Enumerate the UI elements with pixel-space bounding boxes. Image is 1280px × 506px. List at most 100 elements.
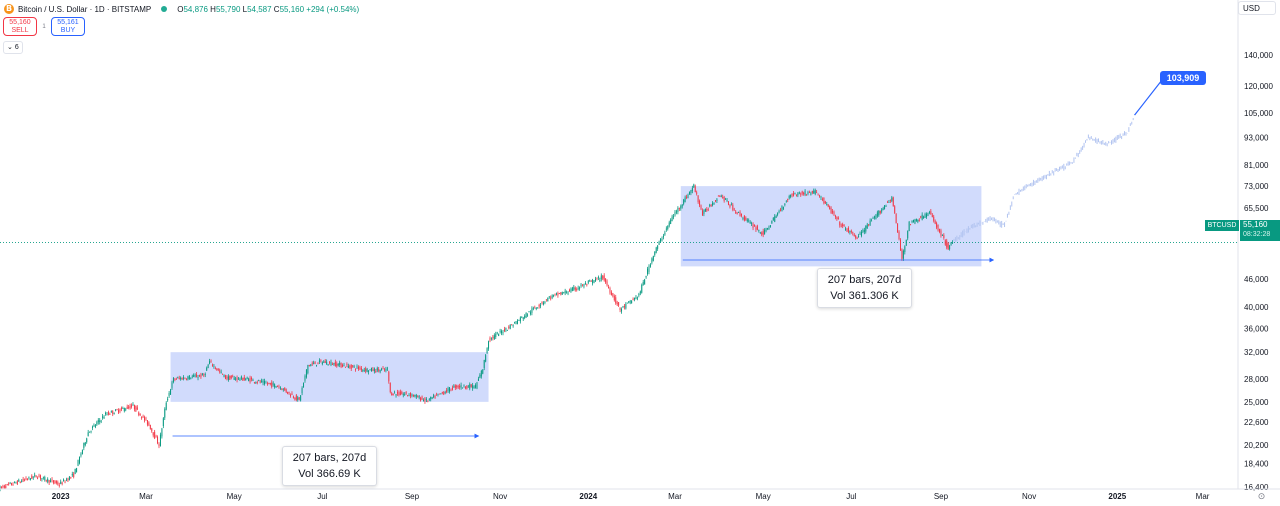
candle-body: [649, 264, 651, 267]
candle-body: [665, 228, 667, 230]
candle-body: [784, 203, 786, 205]
currency-selector[interactable]: USD: [1238, 1, 1276, 15]
candle-body: [303, 382, 305, 388]
candle-body: [511, 324, 513, 326]
candle-body: [876, 212, 878, 217]
candle-body: [321, 362, 323, 365]
price-axis[interactable]: 140,000 120,000 105,000 93,000 81,000 73,000 6…: [1237, 0, 1273, 492]
candle-body: [123, 408, 125, 412]
candle-body: [222, 373, 224, 375]
candle-body: [206, 367, 208, 371]
candle-body: [629, 301, 631, 303]
time-tick-label: Jul: [317, 492, 327, 501]
candle-body: [418, 396, 420, 398]
candle-body: [333, 363, 335, 365]
candle-body: [746, 219, 748, 222]
candle-body: [389, 383, 391, 393]
candle-body: [576, 289, 578, 290]
candle-body: [888, 201, 890, 203]
go-to-realtime-icon[interactable]: ⊙: [1257, 492, 1266, 502]
candle-body: [609, 288, 611, 293]
candle-body: [106, 414, 108, 415]
buy-button[interactable]: 55,161 BUY: [51, 17, 85, 36]
candle-body: [595, 278, 597, 281]
candle-body: [651, 258, 653, 263]
range-bars-text: 207 bars, 207d: [827, 274, 902, 286]
candle-body: [301, 387, 303, 394]
candle-body: [518, 320, 520, 321]
candle-body: [885, 205, 887, 207]
candle-body: [34, 474, 36, 476]
symbol-badge: BTCUSD: [1205, 220, 1239, 231]
candle-body: [723, 197, 725, 201]
candle-body: [107, 412, 109, 415]
candle-body: [908, 221, 910, 232]
candle-body: [168, 392, 170, 396]
time-tick-label: May: [227, 492, 242, 501]
candle-body: [470, 384, 472, 387]
low-label: L: [242, 4, 248, 14]
candle-body: [751, 223, 753, 224]
candle-body: [342, 364, 344, 367]
time-axis[interactable]: 2023 Mar May Jul Sep Nov 2024 Mar May Jul Sep Nov 20…: [0, 488, 1280, 501]
time-tick-label: Mar: [1196, 492, 1210, 501]
indicators-toggle-button[interactable]: ⌄ 6: [3, 41, 23, 54]
candle-body: [793, 193, 795, 196]
candle-body: [727, 201, 729, 205]
candle-body: [462, 387, 464, 389]
candle-body: [687, 194, 689, 199]
candle-body: [86, 438, 88, 443]
candle-body: [210, 360, 212, 362]
candle-body: [110, 411, 112, 412]
time-tick-label: 2023: [52, 492, 70, 501]
range-box[interactable]: [680, 186, 982, 267]
candle-body: [699, 201, 701, 206]
candle-body: [817, 193, 819, 195]
range-box[interactable]: [170, 352, 489, 402]
candle-body: [272, 383, 274, 385]
candle-body: [866, 224, 868, 229]
candle-body: [623, 305, 625, 308]
candle-body: [498, 333, 500, 337]
candle-body: [383, 369, 385, 371]
candle-body: [18, 479, 20, 482]
candle-body: [683, 199, 685, 204]
candle-body: [899, 239, 901, 251]
high-value: 55,790: [215, 4, 241, 14]
sell-button[interactable]: 55,160 SELL: [3, 17, 37, 36]
candle-body: [730, 204, 732, 206]
candle-body: [608, 287, 610, 288]
candle-body: [787, 198, 789, 200]
candle-body: [944, 240, 946, 245]
candle-body: [571, 287, 573, 291]
candle-body: [691, 188, 693, 192]
price-tick-label: 105,000: [1244, 109, 1273, 118]
candle-body: [379, 369, 381, 373]
candle-body: [865, 225, 867, 232]
price-tick-label: 25,000: [1244, 398, 1269, 407]
candle-body: [183, 377, 185, 379]
candle-body: [32, 476, 34, 478]
candle-body: [216, 368, 218, 370]
candle-body: [568, 290, 570, 292]
price-tick-label: 81,000: [1244, 161, 1269, 170]
low-value: 54,587: [247, 4, 272, 14]
candle-body: [949, 245, 951, 250]
candle-body: [566, 292, 568, 294]
candle-body: [677, 207, 679, 213]
candle-body: [753, 225, 755, 227]
candle-body: [824, 201, 826, 204]
candle-body: [314, 362, 316, 365]
symbol-title[interactable]: Bitcoin / U.S. Dollar · 1D · BITSTAMP: [18, 4, 152, 14]
candle-body: [269, 382, 271, 385]
candle-body: [453, 385, 455, 387]
candle-body: [407, 395, 409, 396]
candle-body: [671, 216, 673, 222]
candle-body: [509, 324, 511, 329]
candle-body: [639, 291, 641, 294]
candle-body: [920, 216, 922, 218]
candle-body: [252, 379, 254, 382]
candle-body: [48, 480, 50, 483]
candle-body: [834, 215, 836, 217]
